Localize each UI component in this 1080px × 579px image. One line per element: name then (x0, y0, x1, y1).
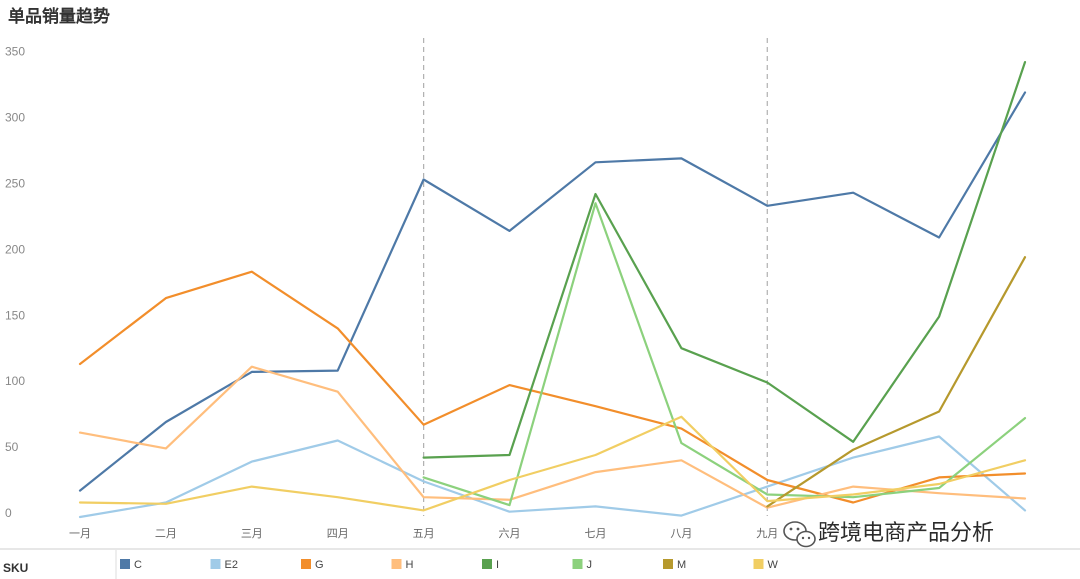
y-tick-label: 200 (5, 242, 25, 256)
series-line-i (422, 61, 1027, 459)
legend-label: G (315, 559, 324, 571)
legend-swatch (572, 559, 583, 569)
series-lines (78, 61, 1027, 519)
legend-swatch (663, 559, 673, 569)
series-line-e2 (78, 435, 1027, 519)
series-line-c (78, 91, 1027, 492)
legend: C E2 G H I J M W (120, 559, 779, 571)
legend-swatch (391, 559, 402, 569)
watermark-text: 跨境电商产品分析 (818, 521, 994, 546)
x-tick-label: 六月 (499, 527, 521, 540)
legend-label: H (406, 559, 414, 571)
chart-title: 单品销量趋势 (8, 6, 110, 27)
legend-label: C (134, 559, 142, 571)
legend-label: M (677, 559, 686, 571)
legend-title: SKU (3, 561, 28, 575)
x-tick-label: 一月 (69, 527, 91, 540)
series-line-m (766, 256, 1027, 508)
y-tick-label: 350 (5, 45, 25, 59)
y-axis-ticks: 0 50 100 150 200 250 300 350 (5, 45, 25, 520)
x-tick-label: 四月 (327, 527, 349, 540)
y-tick-label: 250 (5, 176, 25, 190)
x-tick-label: 三月 (241, 527, 263, 540)
legend-label: E2 (225, 559, 238, 571)
x-axis-ticks: 一月 二月 三月 四月 五月 六月 七月 八月 九月 (69, 527, 778, 540)
legend-label: I (496, 559, 499, 571)
legend-swatch (753, 559, 764, 569)
legend-swatch (482, 559, 492, 569)
x-tick-label: 五月 (413, 527, 435, 540)
watermark: 跨境电商产品分析 (783, 521, 994, 548)
x-tick-label: 九月 (756, 527, 778, 540)
series-line-w (78, 415, 1027, 512)
y-tick-label: 0 (5, 506, 12, 520)
series-line-j (422, 202, 1027, 507)
y-tick-label: 50 (5, 440, 19, 454)
legend-swatch (301, 559, 311, 569)
legend-swatch (210, 559, 221, 569)
wechat-icon (783, 521, 816, 548)
reference-lines (423, 38, 768, 516)
x-tick-label: 二月 (155, 527, 177, 540)
legend-label: W (768, 559, 779, 571)
legend-label: J (587, 559, 593, 571)
y-tick-label: 300 (5, 111, 25, 125)
x-tick-label: 八月 (670, 527, 692, 540)
y-tick-label: 150 (5, 308, 25, 322)
series-line-h (78, 365, 1027, 509)
y-tick-label: 100 (5, 374, 25, 388)
legend-swatch (120, 559, 130, 569)
series-line-g (78, 270, 1027, 504)
x-tick-label: 七月 (584, 527, 606, 540)
